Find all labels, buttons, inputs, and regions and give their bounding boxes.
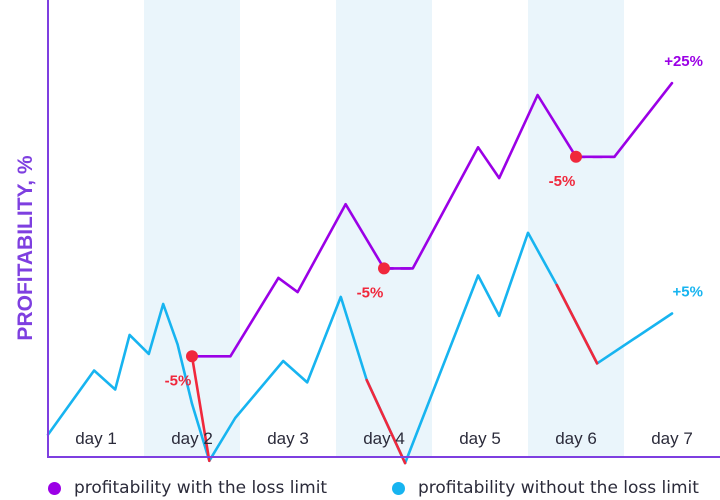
limit-markers [186,150,582,363]
day-band-6 [528,0,624,457]
x-tick-label-1: day 1 [75,429,117,448]
end-label-with-limit: +25% [664,53,703,70]
y-axis-label: PROFITABILITY, % [14,155,37,340]
chart: day 1 day 2 day 3 day 4 day 5 day 6 day 7 PROF… [14,0,720,465]
value-labels: -5% -5% -5% +25% +5% [165,53,703,389]
loss-segment-2 [365,378,407,465]
day-band-4 [336,0,432,457]
day-bands [144,0,624,457]
limit-label-2: -5% [357,284,384,301]
legend-item-without-limit: profitability without the loss limit [392,478,699,498]
limit-label-1: -5% [165,372,192,389]
day-band-2 [144,0,240,457]
x-tick-label-3: day 3 [267,429,309,448]
legend-label-without-limit: profitability without the loss limit [418,478,699,498]
limit-label-3: -5% [549,173,576,190]
x-tick-labels: day 1 day 2 day 3 day 4 day 5 day 6 day 7 [75,429,693,448]
x-tick-label-7: day 7 [651,429,693,448]
loss-segment-1 [190,354,211,463]
legend: profitability with the loss limit profit… [48,476,720,500]
limit-point-2 [378,262,390,275]
legend-dot-with-limit [48,481,61,495]
limit-point-3 [570,150,582,163]
x-tick-label-6: day 6 [555,429,597,448]
end-label-without-limit: +5% [673,284,703,301]
x-tick-label-2: day 2 [171,429,213,448]
loss-segment-3 [555,283,599,365]
x-tick-label-4: day 4 [363,429,405,448]
legend-dot-without-limit [392,481,405,495]
series-line-without-limit [46,231,674,465]
axes [47,0,720,458]
x-tick-label-5: day 5 [459,429,501,448]
limit-point-1 [186,350,198,363]
legend-item-with-limit: profitability with the loss limit [48,478,327,498]
legend-label-with-limit: profitability with the loss limit [74,478,328,498]
